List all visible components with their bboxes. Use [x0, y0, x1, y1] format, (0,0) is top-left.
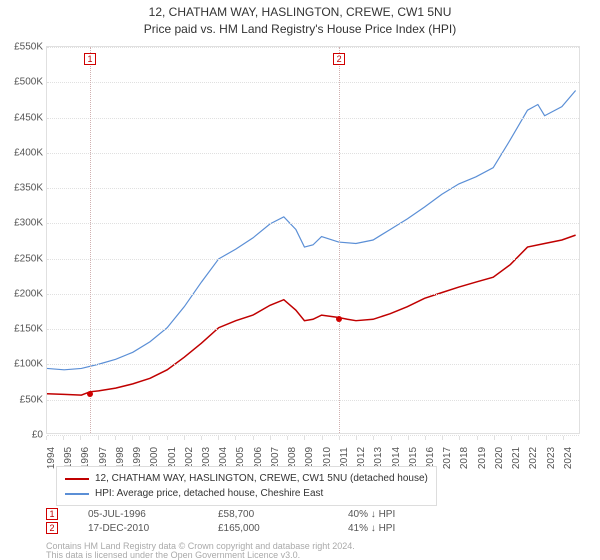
x-axis-label: 2022: [528, 447, 539, 469]
marker-badge-2: 2: [46, 522, 58, 534]
y-axis-label: £450K: [3, 112, 43, 123]
title-line-2: Price paid vs. HM Land Registry's House …: [0, 21, 600, 38]
marker-box: 1: [84, 53, 96, 65]
title-block: 12, CHATHAM WAY, HASLINGTON, CREWE, CW1 …: [0, 0, 600, 38]
y-axis-label: £300K: [3, 218, 43, 229]
legend-swatch-property: [65, 478, 89, 480]
y-axis-label: £0: [3, 430, 43, 441]
x-axis-label: 2020: [494, 447, 505, 469]
marker-badge-1: 1: [46, 508, 58, 520]
y-axis-label: £200K: [3, 288, 43, 299]
x-axis-label: 2017: [442, 447, 453, 469]
y-axis-label: £250K: [3, 253, 43, 264]
marker-price-2: £165,000: [218, 523, 318, 534]
y-axis-label: £150K: [3, 324, 43, 335]
x-axis-label: 2021: [511, 447, 522, 469]
chart-svg: [47, 47, 579, 433]
footnote: Contains HM Land Registry data © Crown c…: [46, 542, 355, 560]
y-axis-label: £50K: [3, 394, 43, 405]
marker-pct-2: 41% ↓ HPI: [348, 523, 448, 534]
footnote-line-2: This data is licensed under the Open Gov…: [46, 551, 355, 560]
legend-label-hpi: HPI: Average price, detached house, Ches…: [95, 486, 323, 501]
y-axis-label: £400K: [3, 147, 43, 158]
legend-box: 12, CHATHAM WAY, HASLINGTON, CREWE, CW1 …: [56, 466, 437, 506]
markers-table: 1 05-JUL-1996 £58,700 40% ↓ HPI 2 17-DEC…: [46, 508, 448, 536]
title-line-1: 12, CHATHAM WAY, HASLINGTON, CREWE, CW1 …: [0, 4, 600, 21]
marker-dot: [336, 316, 342, 322]
x-axis-label: 2018: [459, 447, 470, 469]
marker-pct-1: 40% ↓ HPI: [348, 509, 448, 520]
marker-price-1: £58,700: [218, 509, 318, 520]
legend-label-property: 12, CHATHAM WAY, HASLINGTON, CREWE, CW1 …: [95, 471, 428, 486]
legend-row-hpi: HPI: Average price, detached house, Ches…: [65, 486, 428, 501]
marker-dot: [87, 391, 93, 397]
marker-box: 2: [333, 53, 345, 65]
series-hpi: [47, 90, 576, 369]
y-axis-label: £350K: [3, 183, 43, 194]
marker-date-1: 05-JUL-1996: [88, 509, 188, 520]
y-axis-label: £500K: [3, 77, 43, 88]
marker-date-2: 17-DEC-2010: [88, 523, 188, 534]
y-axis-label: £550K: [3, 42, 43, 53]
chart-plot-area: £0£50K£100K£150K£200K£250K£300K£350K£400…: [46, 46, 580, 434]
legend-swatch-hpi: [65, 493, 89, 495]
y-axis-label: £100K: [3, 359, 43, 370]
x-axis-label: 2024: [563, 447, 574, 469]
legend-row-property: 12, CHATHAM WAY, HASLINGTON, CREWE, CW1 …: [65, 471, 428, 486]
x-axis-labels: 1994199519961997199819992000200120022003…: [46, 436, 580, 466]
x-axis-label: 2019: [477, 447, 488, 469]
x-axis-label: 2023: [546, 447, 557, 469]
marker-row-1: 1 05-JUL-1996 £58,700 40% ↓ HPI: [46, 508, 448, 520]
chart-container: 12, CHATHAM WAY, HASLINGTON, CREWE, CW1 …: [0, 0, 600, 560]
marker-row-2: 2 17-DEC-2010 £165,000 41% ↓ HPI: [46, 522, 448, 534]
